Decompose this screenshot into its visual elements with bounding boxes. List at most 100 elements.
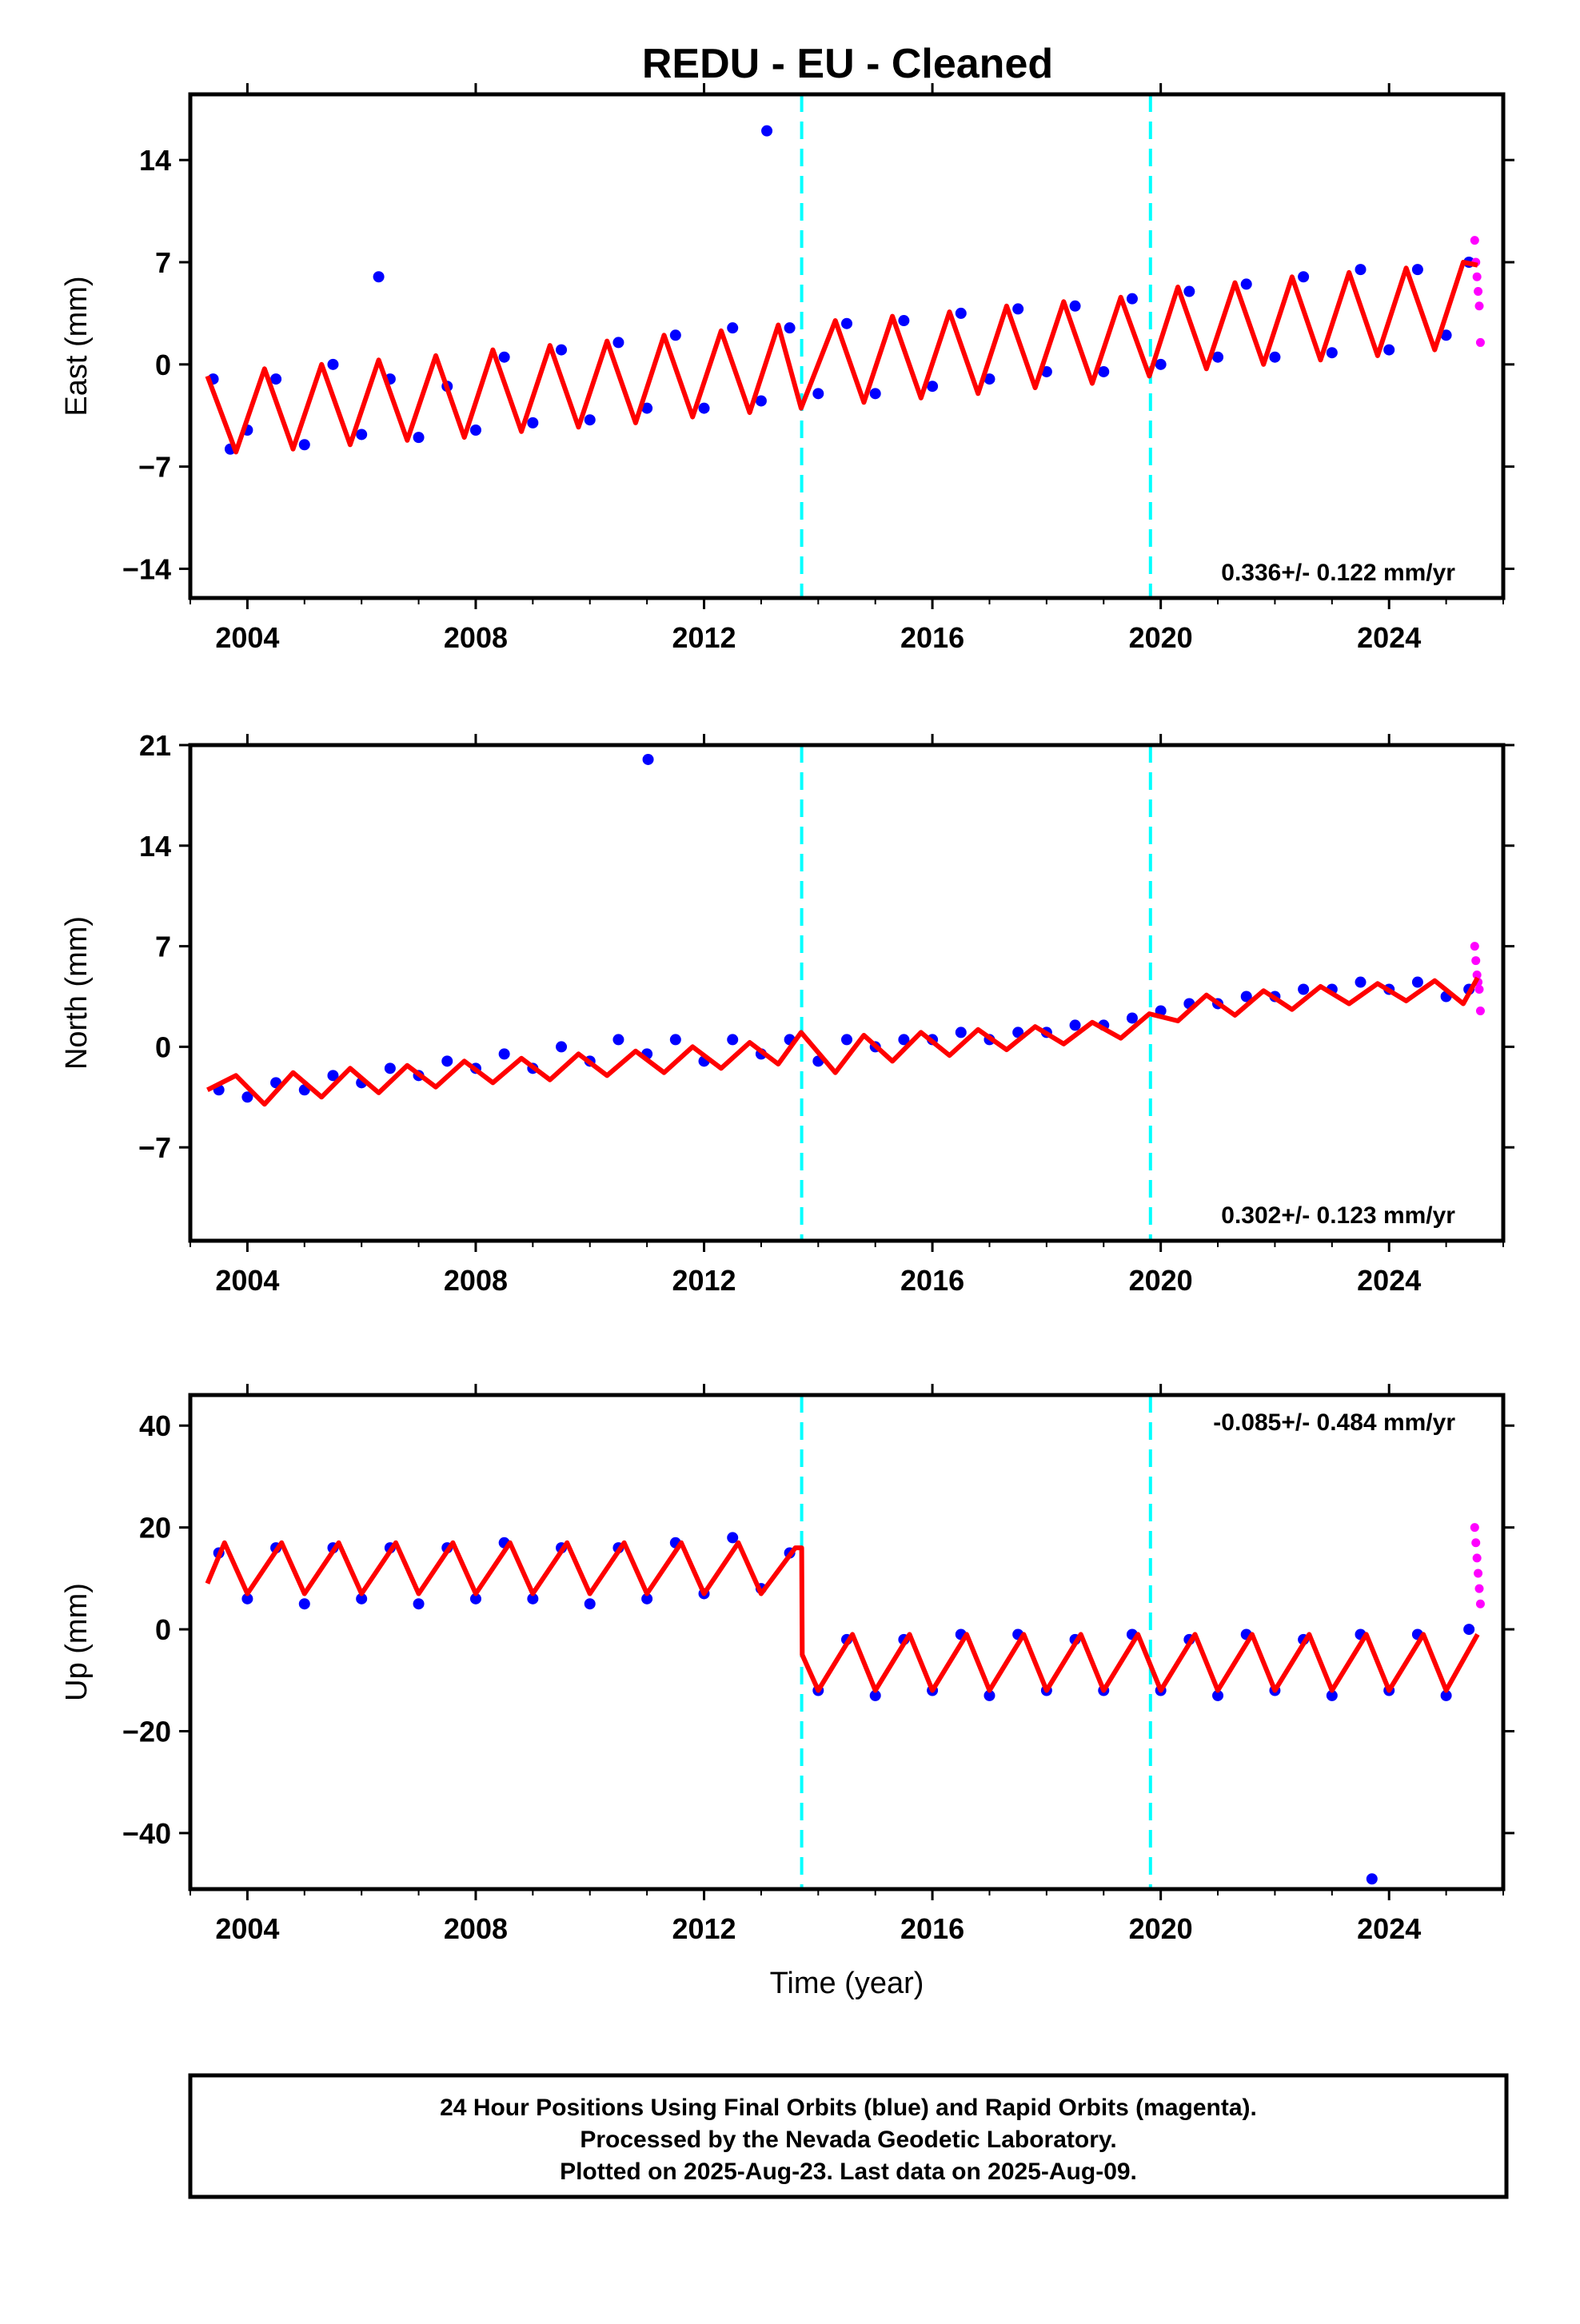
footer-border xyxy=(188,2073,1509,2199)
rapid-point xyxy=(1472,971,1482,980)
x-tick-label: 2016 xyxy=(900,621,964,654)
x-axis-label: Time (year) xyxy=(770,1967,924,2000)
rapid-point xyxy=(1474,985,1484,995)
final-point xyxy=(556,1041,568,1053)
final-point xyxy=(356,429,368,440)
final-point xyxy=(755,395,767,407)
panel-frame xyxy=(188,92,1506,600)
final-point xyxy=(955,1026,967,1038)
x-tick-label: 2012 xyxy=(672,1264,736,1297)
panel-up: 2004 2008 2012 2016 2020 2024 −40 −20 0 20 40 Up (m… xyxy=(60,1384,1514,2000)
y-tick-label: 7 xyxy=(155,931,171,963)
velocity-rate-label: -0.085+/- 0.484 mm/yr xyxy=(1213,1409,1455,1436)
rapid-point xyxy=(1475,1599,1485,1608)
velocity-rate-label: 0.302+/- 0.123 mm/yr xyxy=(1221,1202,1455,1229)
plot-area-up xyxy=(205,1395,1485,1889)
final-point xyxy=(1183,285,1195,297)
final-point xyxy=(669,329,681,341)
final-point xyxy=(727,1034,739,1046)
panels: 2004 2008 2012 2016 2020 2024 −14 −7 0 7 14 East (m… xyxy=(60,83,1514,2000)
final-point xyxy=(642,753,654,765)
y-tick-label: −7 xyxy=(138,451,171,484)
final-point xyxy=(955,307,967,319)
x-tick-label: 2024 xyxy=(1357,621,1421,654)
final-point xyxy=(1240,991,1252,1003)
x-tick-label: 2024 xyxy=(1357,1264,1421,1297)
rapid-point xyxy=(1475,337,1485,347)
panel-frame xyxy=(188,743,1506,1243)
final-point xyxy=(1269,351,1281,363)
rapid-point xyxy=(1474,1569,1483,1578)
panel-east: 2004 2008 2012 2016 2020 2024 −14 −7 0 7 14 East (m… xyxy=(60,83,1514,654)
y-tick-label: −7 xyxy=(138,1131,171,1164)
final-point xyxy=(869,1689,881,1701)
footer-line-3: Plotted on 2025-Aug-23. Last data on 202… xyxy=(560,2159,1137,2185)
final-point xyxy=(469,425,481,436)
final-point xyxy=(1155,358,1167,370)
final-point xyxy=(373,271,385,283)
footer-line-2: Processed by the Nevada Geodetic Laborat… xyxy=(580,2127,1116,2153)
x-tick-label: 2008 xyxy=(444,1264,508,1297)
final-point xyxy=(641,1593,653,1604)
final-point xyxy=(441,1055,453,1067)
final-point xyxy=(1411,264,1423,276)
y-tick-label: 20 xyxy=(139,1512,171,1545)
y-tick-label: −40 xyxy=(122,1817,171,1850)
x-tick-label: 2020 xyxy=(1129,1264,1193,1297)
final-point xyxy=(356,1593,368,1604)
rapid-point xyxy=(1474,301,1484,311)
final-point xyxy=(1126,1012,1138,1024)
x-tick-label: 2020 xyxy=(1129,621,1193,654)
y-tick-label: 14 xyxy=(139,144,171,177)
x-tick-label: 2008 xyxy=(444,621,508,654)
final-point xyxy=(669,1034,681,1046)
final-point xyxy=(298,1598,310,1610)
final-orbit-points xyxy=(213,1532,1475,1885)
rapid-point xyxy=(1471,956,1481,966)
final-point xyxy=(270,373,282,385)
x-tick-label: 2016 xyxy=(900,1912,964,1945)
final-point xyxy=(1212,1689,1224,1701)
x-tick-label: 2004 xyxy=(215,1912,279,1945)
final-point xyxy=(1355,976,1367,988)
final-point xyxy=(984,373,995,385)
final-point xyxy=(1098,365,1110,377)
x-tick-label: 2016 xyxy=(900,1264,964,1297)
final-point xyxy=(927,381,939,393)
final-point xyxy=(1069,300,1081,312)
final-point xyxy=(1012,303,1024,315)
final-point xyxy=(698,402,710,414)
rapid-orbit-points xyxy=(1470,236,1485,347)
final-point xyxy=(641,402,653,414)
final-point xyxy=(1463,1624,1475,1636)
final-point xyxy=(327,358,339,370)
y-tick-label: 14 xyxy=(139,830,171,863)
final-point xyxy=(727,1532,739,1544)
footer-box: 24 Hour Positions Using Final Orbits (bl… xyxy=(188,2073,1509,2199)
x-tick-label: 2024 xyxy=(1357,1912,1421,1945)
x-tick-label: 2012 xyxy=(672,621,736,654)
plot-area-north xyxy=(206,745,1485,1241)
final-point xyxy=(1411,976,1423,988)
x-tick-label: 2020 xyxy=(1129,1912,1193,1945)
final-point xyxy=(1383,344,1395,356)
final-point xyxy=(556,344,568,356)
plot-area-east xyxy=(205,94,1485,598)
y-tick-label: 0 xyxy=(155,1030,171,1063)
y-tick-label: 0 xyxy=(155,1613,171,1646)
rapid-point xyxy=(1471,1538,1481,1548)
final-point xyxy=(812,388,824,400)
final-point xyxy=(784,322,796,334)
model-line xyxy=(206,976,1480,1107)
final-orbit-points xyxy=(207,125,1475,455)
y-tick-label: −20 xyxy=(122,1715,171,1748)
x-tick-label: 2004 xyxy=(215,1264,279,1297)
panel-frame xyxy=(188,1393,1506,1891)
y-tick-label: 7 xyxy=(155,246,171,279)
final-point xyxy=(1326,347,1338,359)
final-point xyxy=(1355,264,1367,276)
final-point xyxy=(761,125,773,137)
final-point xyxy=(384,1062,396,1074)
y-tick-label: 21 xyxy=(139,729,171,762)
panel-north: 2004 2008 2012 2016 2020 2024 −7 0 7 14 21 North (m… xyxy=(60,729,1514,1297)
